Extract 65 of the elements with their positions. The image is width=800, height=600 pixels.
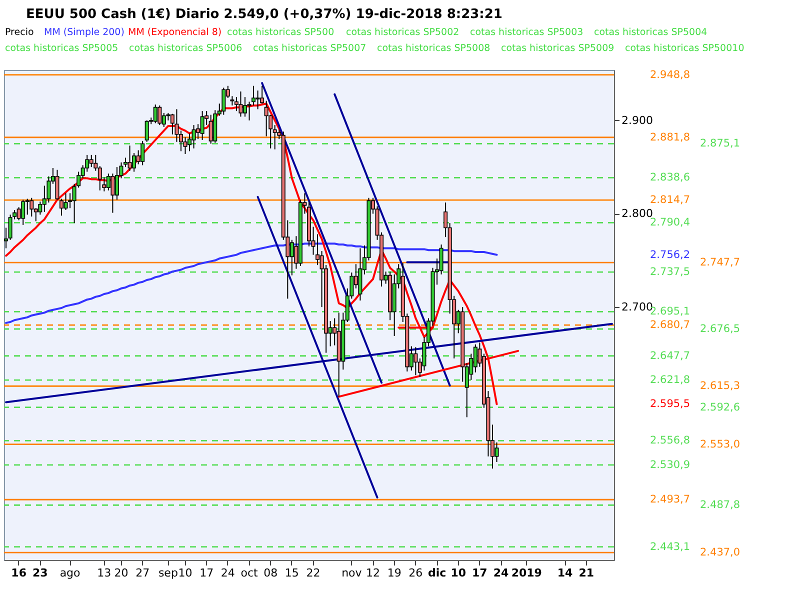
ref-line-label: 2.621,8 [650, 374, 690, 386]
ref-line-label: 2.790,4 [650, 216, 690, 229]
text: cotas historicas SP5005 [5, 43, 118, 54]
text: cotas historicas SP5009 [501, 43, 614, 54]
x-tick-label: 16 [11, 566, 27, 580]
x-tick-label: 12 [366, 566, 380, 580]
ref-line-label: 2.556,8 [650, 434, 690, 447]
x-tick-label: 13 [97, 566, 112, 580]
text: cotas historicas SP5004 [594, 27, 708, 38]
x-tick-label: 24 [493, 566, 510, 580]
x-tick-label: ago [60, 566, 81, 580]
ref-line-label: 2.487,8 [700, 499, 740, 512]
text: MM (Simple 200) [44, 27, 124, 38]
text: Precio [5, 27, 34, 38]
x-tick-label: 17 [200, 566, 214, 580]
ref-line-label: 2.680,7 [650, 319, 690, 332]
y-tick-label: 2.900 [622, 114, 653, 127]
x-tick-label: sep [158, 566, 178, 580]
text: 2.595,5 [650, 398, 690, 410]
x-tick-label: 17 [472, 566, 488, 580]
ref-line-label: 2.737,5 [650, 266, 690, 278]
text: 2.756,2 [650, 248, 690, 261]
chart-title: EEUU 500 Cash (1€) Diario 2.549,0 (+0,37%) 19-dic-2018 8:23:21 [26, 7, 502, 22]
x-tick-label: 15 [284, 566, 299, 580]
x-tick-label: oct [240, 566, 258, 580]
ref-line-label: 2.695,1 [650, 306, 690, 318]
ref-line-label: 2.615,3 [700, 380, 740, 392]
ref-line-label: 2.647,7 [650, 350, 690, 362]
x-tick-label: 21 [578, 566, 594, 580]
x-tick-label: 22 [306, 566, 320, 580]
x-tick-label: 2019 [511, 566, 542, 580]
y-tick-label: 2.800 [622, 207, 653, 220]
text: cotas historicas SP5006 [129, 43, 242, 54]
x-tick-label: 19 [387, 566, 402, 580]
ref-line-label: 2.875,1 [700, 138, 740, 150]
ref-line-label: 2.948,8 [650, 68, 690, 81]
x-tick-label: 26 [408, 566, 423, 580]
text: cotas historicas SP5002 [346, 27, 460, 38]
ref-line-label: 2.747,7 [700, 256, 740, 269]
x-tick-label: 20 [114, 566, 128, 580]
text: MM (Exponencial 8) [128, 27, 222, 38]
x-tick-label: 27 [136, 566, 150, 580]
ref-line-label: 2.838,6 [650, 172, 690, 184]
x-tick-label: 08 [264, 566, 278, 580]
text: cotas historicas SP50010 [625, 43, 744, 54]
x-tick-label: 10 [178, 566, 192, 580]
ref-line-label: 2.676,5 [700, 323, 740, 335]
x-tick-label: nov [342, 566, 362, 580]
x-tick-label: dic [428, 566, 446, 580]
ref-line-label: 2.443,1 [650, 540, 690, 553]
x-tick-label: 24 [220, 566, 235, 580]
text: cotas historicas SP500 [227, 27, 334, 38]
ref-line-label: 2.592,6 [700, 401, 740, 414]
ref-line-label: 2.437,0 [700, 546, 740, 559]
ref-line-label: 2.814,7 [650, 194, 690, 206]
x-tick-label: 23 [32, 566, 48, 580]
x-tick-label: 14 [557, 566, 574, 580]
ref-line-label: 2.553,0 [700, 438, 740, 450]
ref-line-label: 2.881,8 [650, 131, 690, 144]
text: cotas historicas SP5003 [470, 27, 584, 38]
ref-line-label: 2.493,7 [650, 494, 690, 506]
ref-line-label: 2.530,9 [650, 458, 690, 471]
text: cotas historicas SP5007 [253, 43, 366, 54]
x-tick-label: 10 [450, 566, 466, 580]
text: cotas historicas SP5008 [377, 43, 490, 54]
